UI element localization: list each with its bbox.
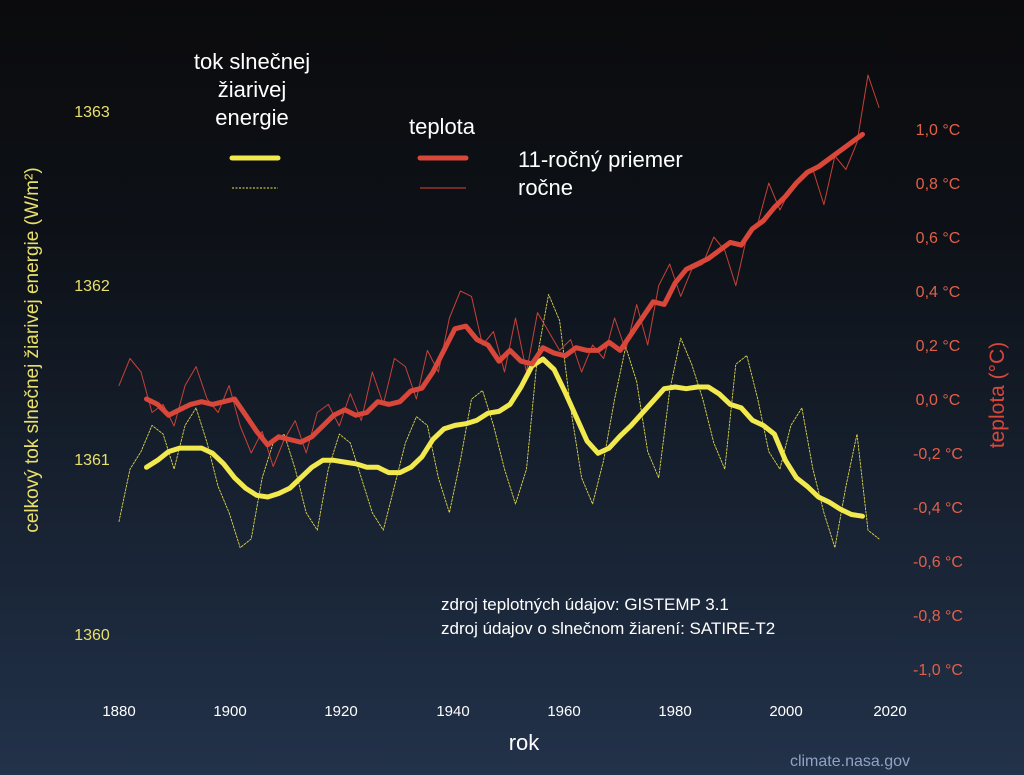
legend-smooth-label: 11-ročný priemer: [518, 147, 683, 172]
x-tick-2020: 2020: [873, 703, 906, 720]
right-tick-02: 0,2 °C: [916, 338, 961, 355]
x-tick-1920: 1920: [324, 703, 357, 720]
right-tick-00: 0,0 °C: [916, 392, 961, 409]
right-axis-ticks: -1,0 °C -0,8 °C -0,6 °C -0,4 °C -0,2 °C …: [913, 122, 963, 679]
source-temperature: zdroj teplotných údajov: GISTEMP 3.1: [441, 595, 729, 614]
temperature-smooth-line: [144, 131, 865, 448]
x-axis-ticks: 1880 1900 1920 1940 1960 1980 2000 2020: [102, 703, 906, 720]
left-tick-1360: 1360: [74, 627, 110, 644]
x-tick-2000: 2000: [769, 703, 802, 720]
right-tick-m02: -0,2 °C: [913, 446, 963, 463]
left-tick-1363: 1363: [74, 104, 110, 121]
x-tick-1880: 1880: [102, 703, 135, 720]
x-tick-1940: 1940: [436, 703, 469, 720]
legend-temperature-title: teplota: [409, 114, 476, 139]
right-tick-08: 0,8 °C: [916, 176, 961, 193]
x-axis-label: rok: [509, 730, 541, 755]
right-tick-m06: -0,6 °C: [913, 554, 963, 571]
right-tick-m04: -0,4 °C: [913, 500, 963, 517]
right-tick-10: 1,0 °C: [916, 122, 961, 139]
legend: tok slnečnej žiarivej energie teplota 11…: [194, 49, 683, 200]
solar-annual-line: [118, 293, 880, 549]
plot-area: [118, 74, 880, 549]
left-axis-label: celkový tok slnečnej žiarivej energie (W…: [22, 167, 43, 532]
right-tick-m10: -1,0 °C: [913, 662, 963, 679]
right-axis-label: teplota (°C): [986, 342, 1009, 448]
legend-annual-label: ročne: [518, 175, 573, 200]
right-tick-06: 0,6 °C: [916, 230, 961, 247]
solar-smooth-line: [144, 356, 865, 519]
credit-text: climate.nasa.gov: [790, 753, 910, 770]
legend-solar-title-1: tok slnečnej: [194, 49, 310, 74]
x-tick-1900: 1900: [213, 703, 246, 720]
right-tick-04: 0,4 °C: [916, 284, 961, 301]
left-tick-1362: 1362: [74, 278, 110, 295]
left-tick-1361: 1361: [74, 452, 110, 469]
legend-solar-title-2: žiarivej: [218, 77, 286, 102]
legend-solar-title-3: energie: [215, 105, 288, 130]
temperature-annual-line: [118, 74, 880, 467]
x-tick-1980: 1980: [658, 703, 691, 720]
left-axis-ticks: 1360 1361 1362 1363: [74, 104, 110, 644]
source-solar: zdroj údajov o slnečnom žiarení: SATIRE-…: [441, 619, 775, 638]
right-tick-m08: -0,8 °C: [913, 608, 963, 625]
x-tick-1960: 1960: [547, 703, 580, 720]
